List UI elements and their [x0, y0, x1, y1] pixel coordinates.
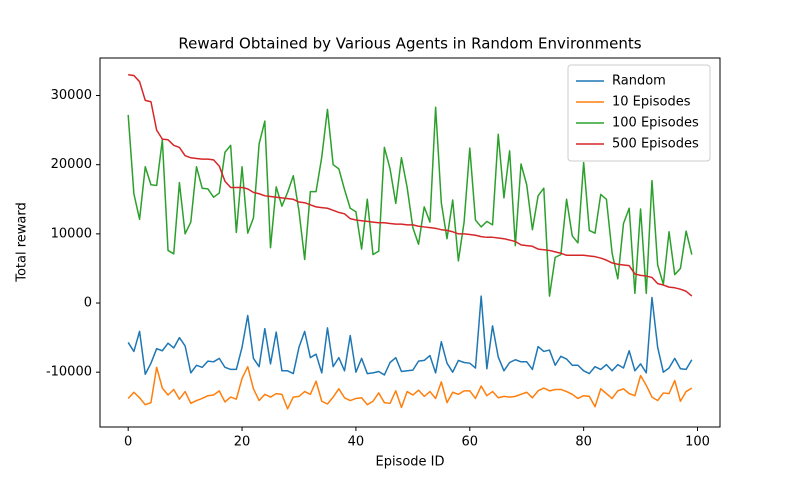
plot-area	[127, 74, 693, 410]
series-line	[127, 295, 693, 376]
x-axis-label: Episode ID	[375, 455, 444, 470]
legend: Random 10 Episodes 100 Episodes 500 Episode…	[567, 64, 711, 162]
y-tick-label: 0	[84, 296, 92, 311]
x-tick-label: 40	[348, 435, 365, 450]
y-axis-label: Total reward	[15, 202, 30, 283]
x-tick-label: 20	[234, 435, 251, 450]
y-tick-label: -10000	[46, 365, 92, 380]
chart-title: Reward Obtained by Various Agents in Ran…	[178, 35, 641, 53]
legend-label: 100 Episodes	[612, 116, 699, 131]
y-tick-label: 30000	[51, 88, 92, 103]
y-tick-label: 10000	[51, 226, 92, 241]
series-line	[128, 74, 693, 297]
axes-frame	[99, 57, 721, 428]
x-tick-label: 0	[124, 435, 132, 450]
x-tick-label: 100	[685, 435, 710, 450]
x-tick-label: 60	[462, 435, 479, 450]
legend-box	[567, 64, 711, 162]
x-tick-label: 80	[575, 435, 592, 450]
legend-label: 10 Episodes	[612, 95, 691, 110]
legend-label: Random	[612, 74, 666, 89]
series-line	[127, 365, 693, 410]
legend-label: 500 Episodes	[612, 137, 699, 152]
y-tick-label: 20000	[51, 157, 92, 172]
